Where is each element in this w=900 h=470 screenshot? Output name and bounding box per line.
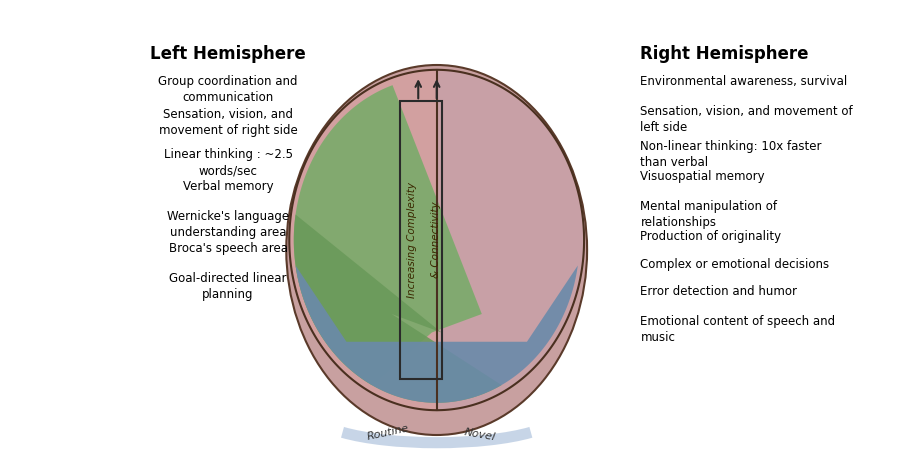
Polygon shape <box>293 85 482 385</box>
Text: & Connectivity: & Connectivity <box>431 202 441 278</box>
Text: Error detection and humor: Error detection and humor <box>641 285 797 298</box>
Text: Broca's speech area: Broca's speech area <box>168 242 287 255</box>
Text: Left Hemisphere: Left Hemisphere <box>150 45 306 63</box>
Text: Verbal memory: Verbal memory <box>183 180 274 193</box>
Polygon shape <box>295 266 578 403</box>
Text: Linear thinking : ~2.5
words/sec: Linear thinking : ~2.5 words/sec <box>164 148 292 177</box>
Text: Sensation, vision, and movement of
left side: Sensation, vision, and movement of left … <box>641 105 853 134</box>
Text: Non-linear thinking: 10x faster
than verbal: Non-linear thinking: 10x faster than ver… <box>641 140 822 169</box>
Text: Group coordination and
communication: Group coordination and communication <box>158 75 298 104</box>
Text: Visuospatial memory: Visuospatial memory <box>641 170 765 183</box>
Text: Complex or emotional decisions: Complex or emotional decisions <box>641 258 830 271</box>
Text: Environmental awareness, survival: Environmental awareness, survival <box>641 75 848 88</box>
Text: Right Hemisphere: Right Hemisphere <box>641 45 809 63</box>
Polygon shape <box>289 70 436 410</box>
Text: Production of originality: Production of originality <box>641 230 781 243</box>
Polygon shape <box>293 214 501 403</box>
Ellipse shape <box>286 65 587 435</box>
Text: Sensation, vision, and
movement of right side: Sensation, vision, and movement of right… <box>158 108 297 137</box>
Text: Mental manipulation of
relationships: Mental manipulation of relationships <box>641 200 778 229</box>
Text: Novel: Novel <box>464 428 497 443</box>
Text: Wernicke's language
understanding area: Wernicke's language understanding area <box>167 210 289 239</box>
Polygon shape <box>436 70 584 410</box>
Text: Emotional content of speech and
music: Emotional content of speech and music <box>641 315 835 344</box>
Text: Routine: Routine <box>366 423 410 441</box>
Text: Increasing Complexity: Increasing Complexity <box>408 182 418 298</box>
Text: Goal-directed linear
planning: Goal-directed linear planning <box>169 272 287 301</box>
